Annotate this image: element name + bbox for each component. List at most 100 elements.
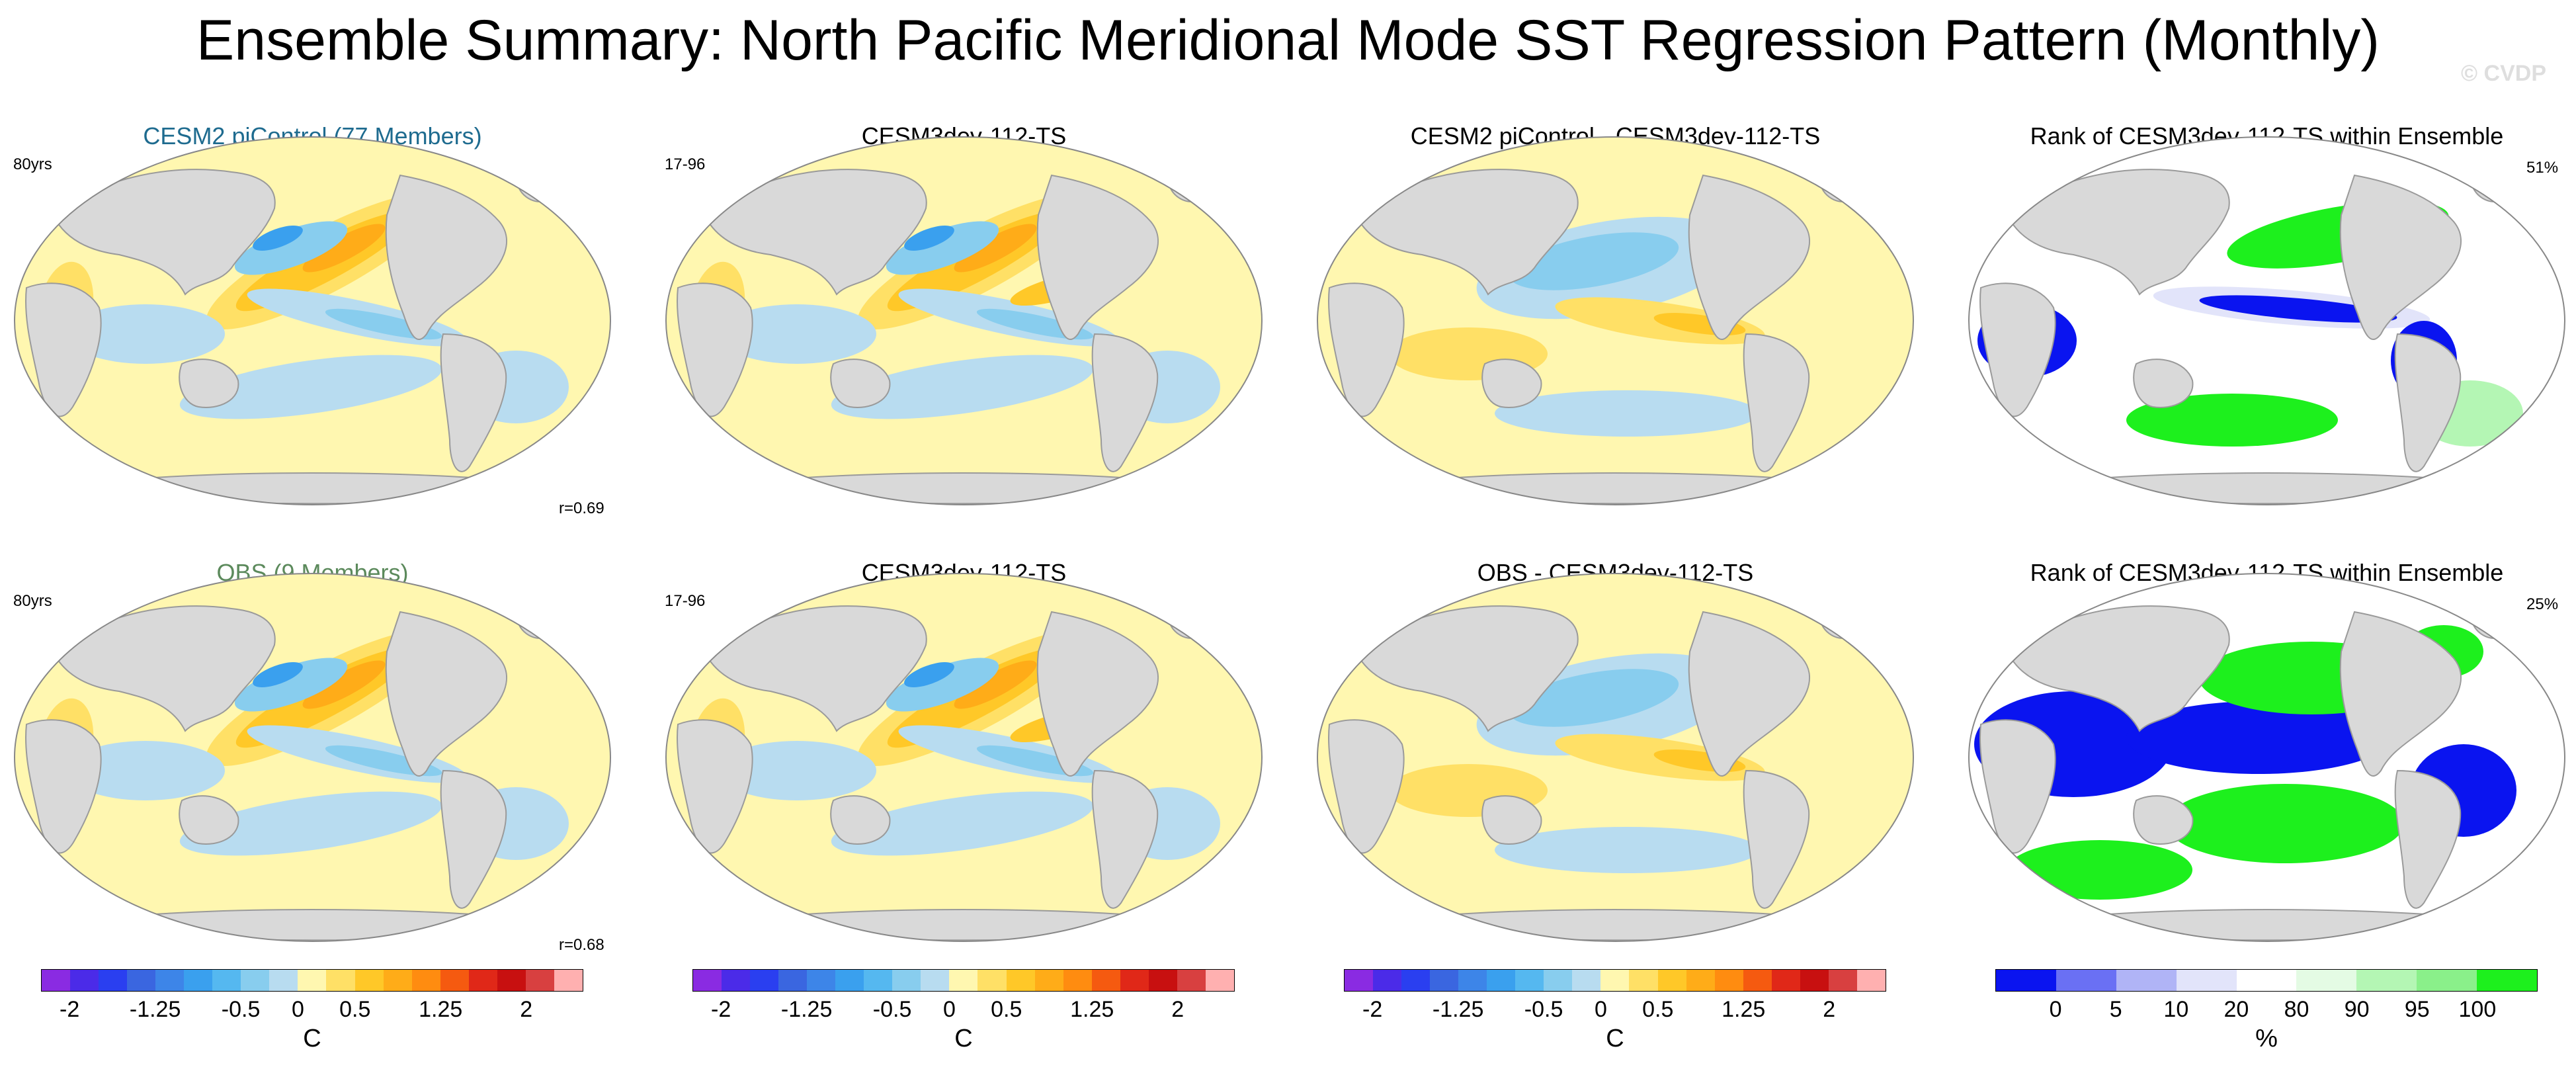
cvdp-watermark: © CVDP <box>2461 61 2546 86</box>
kuroshio-negative-core <box>904 662 954 687</box>
colorbar-swatch <box>722 970 751 991</box>
map-outline <box>1317 573 1914 942</box>
eurasia-landmass <box>1354 169 1579 296</box>
africa-landmass <box>1979 719 2056 854</box>
colorbar-swatch <box>1771 970 1800 991</box>
colorbar-swatch <box>750 970 779 991</box>
npmm-positive-max <box>954 660 1037 709</box>
map-outline <box>1317 136 1914 505</box>
colorbar-swatch <box>807 970 836 991</box>
south-america-landmass <box>440 333 507 472</box>
colorbar-swatch <box>1515 970 1544 991</box>
colorbar-swatch <box>2296 970 2357 991</box>
colorbar-tick-label: -1.25 <box>1432 997 1484 1022</box>
colorbar-swatch <box>1430 970 1459 991</box>
colorbar-swatch <box>2477 970 2538 991</box>
colorbar-swatch <box>1091 970 1120 991</box>
australia-landmass <box>830 795 891 845</box>
pacific-rank-low <box>2126 701 2391 774</box>
colorbar-tick-label: 0.5 <box>1642 997 1674 1022</box>
sst-colorbar-col1: -2 -1.25 -0.5 0 0.5 1.25 2 C <box>41 969 583 1055</box>
colorbar-swatch <box>1205 970 1234 991</box>
south-pacific-negative <box>831 355 1094 419</box>
colorbar-swatches <box>692 969 1235 992</box>
eurasia-landmass <box>1354 605 1579 732</box>
colorbar-swatch <box>2356 970 2417 991</box>
north-pacific-negative <box>886 658 999 712</box>
australia-landmass <box>179 795 239 845</box>
south-america-landmass <box>1091 769 1159 909</box>
indian-ocean-negative <box>66 304 225 364</box>
global-map-r1c1 <box>14 136 611 505</box>
colorbar-tick-label: 2 <box>1823 997 1836 1022</box>
colorbar-tick-label: 2 <box>1171 997 1184 1022</box>
global-map-r2c1 <box>14 573 611 942</box>
colorbar-swatch <box>1714 970 1743 991</box>
southern-diff-negative <box>1495 390 1759 437</box>
colorbar-swatch <box>440 970 469 991</box>
colorbar-swatch <box>2236 970 2297 991</box>
period-label: 17-96 <box>665 155 706 173</box>
africa-landmass <box>677 719 753 854</box>
global-map-r1c3 <box>1317 136 1914 505</box>
pattern-correlation-label: r=0.69 <box>559 499 604 517</box>
colorbar-tick-label: 100 <box>2458 997 2497 1022</box>
north-america-landmass <box>1036 174 1159 340</box>
colorbar-swatch <box>977 970 1007 991</box>
period-label: 80yrs <box>13 155 52 173</box>
north-pacific-negative <box>234 221 348 275</box>
colorbar-swatch <box>1686 970 1715 991</box>
colorbar-swatch <box>1600 970 1630 991</box>
eurasia-landmass <box>703 169 927 296</box>
colorbar-swatch <box>835 970 864 991</box>
colorbar-swatch <box>1006 970 1035 991</box>
colorbar-swatch <box>864 970 893 991</box>
colorbar-unit: C <box>303 1025 321 1052</box>
global-map-r2c3 <box>1317 573 1914 942</box>
map-outline <box>1968 136 2565 505</box>
colorbar-swatch <box>1800 970 1829 991</box>
north-america-landmass <box>1036 611 1159 777</box>
australia-landmass <box>179 359 239 408</box>
colorbar-tick-label: 80 <box>2284 997 2309 1022</box>
colorbar-swatch <box>2176 970 2237 991</box>
colorbar-tick-label: -2 <box>1362 997 1383 1022</box>
eurasia-landmass <box>703 605 927 732</box>
map-outline <box>14 573 611 942</box>
colorbar-swatch <box>1120 970 1149 991</box>
south-america-landmass <box>440 769 507 909</box>
period-label: 17-96 <box>665 592 706 610</box>
north-pacific-negative <box>234 658 348 712</box>
africa-landmass <box>1979 282 2056 417</box>
colorbar-swatches <box>1344 969 1886 992</box>
colorbar-unit: C <box>1606 1025 1624 1052</box>
colorbar-swatch <box>212 970 241 991</box>
colorbar-swatch <box>1063 970 1092 991</box>
colorbar-swatch <box>892 970 921 991</box>
global-map-r1c4 <box>1968 136 2565 505</box>
colorbar-swatch <box>1544 970 1573 991</box>
sst-colorbar-col2: -2 -1.25 -0.5 0 0.5 1.25 2 C <box>692 969 1235 1055</box>
colorbar-tick-label: -1.25 <box>129 997 181 1022</box>
eurasia-landmass <box>2006 605 2230 732</box>
colorbar-unit: % <box>2255 1025 2278 1052</box>
colorbar-tick-label: 95 <box>2404 997 2430 1022</box>
global-map-r1c2 <box>665 136 1263 505</box>
colorbar-swatch <box>2116 970 2177 991</box>
colorbar-swatch <box>921 970 950 991</box>
colorbar-swatch <box>2056 970 2116 991</box>
australia-landmass <box>830 359 891 408</box>
colorbar-swatch <box>949 970 978 991</box>
colorbar-swatch <box>269 970 298 991</box>
south-america-landmass <box>1743 333 1810 472</box>
colorbar-swatch <box>1996 970 2056 991</box>
global-map-r2c2 <box>665 573 1263 942</box>
map-outline <box>14 136 611 505</box>
colorbar-tick-label: 10 <box>2163 997 2189 1022</box>
colorbar-swatch <box>1629 970 1658 991</box>
map-outline <box>1968 573 2565 942</box>
colorbar-swatch <box>298 970 327 991</box>
south-america-landmass <box>1743 769 1810 909</box>
africa-landmass <box>677 282 753 417</box>
kuroshio-negative-core <box>904 226 954 251</box>
